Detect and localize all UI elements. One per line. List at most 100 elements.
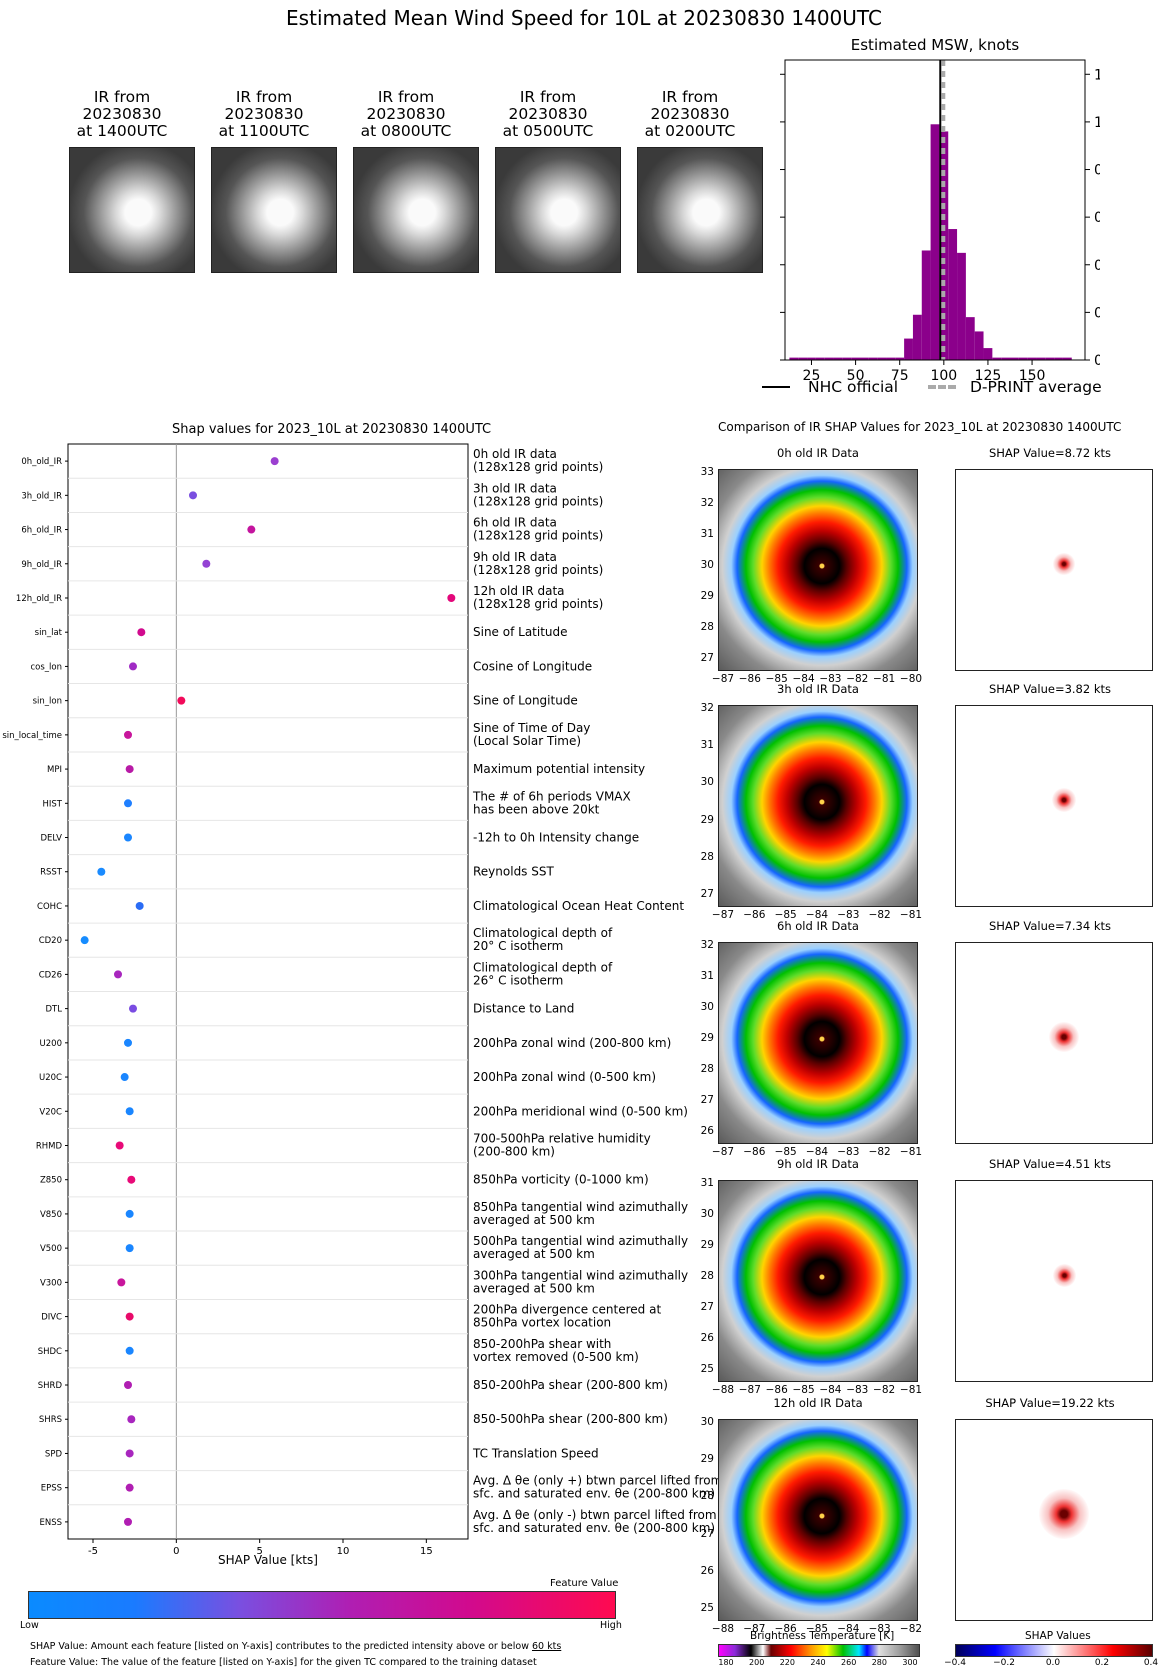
ir-lat-tick: 28 [700, 1490, 714, 1503]
feature-name-label: DELV [40, 834, 62, 844]
feature-name-label: RHMD [36, 1141, 63, 1151]
feature-name-label: MPI [47, 765, 62, 775]
ir-lat-tick: 27 [700, 1301, 714, 1313]
ir-lat-tick: 32 [700, 497, 714, 509]
histogram-bar [1018, 357, 1028, 360]
histogram-bar [1054, 357, 1063, 360]
ir-lon-tick: −80 [899, 673, 923, 685]
colorbar-low-label: Low [20, 1620, 39, 1631]
colorbar-high-label: High [600, 1620, 622, 1631]
ir-lat-tick: 32 [700, 702, 714, 714]
histogram-bar [807, 357, 816, 360]
ir-lat-tick: 29 [700, 813, 714, 826]
feature-description: Climatological Ocean Heat Content [473, 899, 684, 913]
shap-panel-title: SHAP Value=19.22 kts [985, 1396, 1115, 1410]
shap-point [125, 765, 134, 774]
shap-heatmap-image [955, 469, 1153, 671]
feature-description: Sine of Longitude [473, 694, 578, 708]
feature-description: 200hPa zonal wind (0-500 km) [473, 1070, 656, 1084]
feature-description-line2: has been above 20kt [473, 802, 600, 816]
ir-lat-tick: 32 [700, 939, 714, 951]
feature-description: 200hPa meridional wind (0-500 km) [473, 1104, 688, 1118]
ir-lon-tick: −82 [873, 1384, 896, 1396]
feature-description-line1: Avg. Δ θe (only +) btwn parcel lifted fr… [473, 1474, 720, 1488]
feature-description: 850-200hPa shear (200-800 km) [473, 1378, 668, 1392]
feature-description-line1: 500hPa tangential wind azimuthally [473, 1234, 688, 1248]
footnote-shap-text: SHAP Value: Amount each feature [listed … [30, 1641, 532, 1652]
shap-point [129, 662, 137, 671]
histogram-bar [992, 357, 1002, 360]
ir-thumbnail-label-line: at 0500UTC [502, 122, 594, 140]
feature-name-label: DTL [46, 1005, 63, 1015]
feature-name-label: 3h_old_IR [21, 491, 62, 501]
feature-description: -12h to 0h Intensity change [473, 831, 639, 845]
histogram-bar [824, 357, 834, 360]
feature-description-line1: The # of 6h periods VMAX [472, 789, 631, 803]
feature-name-label: cos_lon [30, 662, 62, 672]
histogram-bar [921, 250, 931, 360]
ir-lon-tick: −86 [743, 1146, 766, 1158]
ir-lat-tick: 31 [700, 739, 714, 752]
ir-lon-tick: −83 [819, 673, 842, 685]
feature-description-line2: averaged at 500 km [473, 1281, 595, 1295]
ir-lat-tick: 25 [700, 1363, 714, 1375]
ir-lon-tick: −82 [868, 909, 891, 921]
ir-lon-tick: −87 [711, 909, 735, 921]
nhc-legend-line [762, 386, 790, 388]
ir-thumbnail-label-line: 20230830 [508, 105, 588, 123]
bt-colorbar-title: Brightness Temperature [K] [750, 1630, 895, 1642]
feature-name-label: 12h_old_IR [16, 594, 62, 604]
ir-lat-tick: 30 [700, 559, 714, 571]
feature-colorbar-title: Feature Value [550, 1578, 619, 1589]
shap-point [124, 799, 132, 808]
ir-lat-tick: 27 [700, 888, 714, 900]
ir-lon-tick: −82 [846, 673, 869, 685]
shap-colorbar-tick: −0.4 [944, 1658, 966, 1668]
ir-lon-tick: −85 [792, 1384, 815, 1396]
shap-xlabel: SHAP Value [kts] [218, 1553, 318, 1567]
bt-colorbar-tick: 240 [810, 1658, 826, 1667]
ir-lon-tick: −81 [899, 1146, 923, 1158]
feature-description-line1: 200hPa divergence centered at [473, 1303, 661, 1317]
ir-lon-tick: −84 [837, 1623, 860, 1635]
ir-lon-tick: −84 [805, 909, 829, 921]
shap-point [135, 901, 144, 910]
ir-lat-tick: 26 [700, 1125, 714, 1137]
shap-point [124, 1038, 132, 1047]
x-tick-label: 15 [420, 1546, 433, 1557]
ir-lat-tick: 25 [700, 1602, 714, 1614]
ir-thumbnail-label-line: IR from [661, 88, 719, 106]
x-tick-label: 25 [803, 368, 821, 384]
feature-description-line1: Climatological depth of [473, 960, 613, 974]
feature-name-label: 0h_old_IR [21, 457, 62, 467]
footnote-feature: Feature Value: The value of the feature … [30, 1657, 537, 1668]
ir-thumbnail-image [211, 147, 337, 273]
ir-lat-tick: 28 [700, 621, 714, 633]
ir-lat-tick: 31 [700, 1177, 714, 1189]
feature-name-label: CD26 [39, 970, 62, 980]
feature-name-label: Z850 [40, 1176, 62, 1186]
shap-point [127, 1415, 136, 1424]
dprint-legend-label: D-PRINT average [970, 378, 1102, 396]
shap-colorbar-tick: 0.4 [1143, 1658, 1159, 1668]
ir-satellite-image [718, 942, 918, 1144]
shap-point [124, 833, 132, 842]
shap-point [125, 1107, 134, 1116]
ir-thumbnail-label: IR from 20230830 at 0800UTC [336, 89, 476, 140]
shap-point [80, 936, 89, 945]
bt-colorbar-tick: 260 [841, 1658, 857, 1667]
feature-name-label: SPD [45, 1449, 63, 1459]
feature-description: TC Translation Speed [472, 1446, 599, 1460]
feature-name-label: V500 [40, 1244, 62, 1254]
y-tick-label: 0.2 [1094, 305, 1100, 321]
ir-lon-tick: −85 [765, 673, 788, 685]
shap-point [129, 1004, 137, 1013]
shap-colorbar [955, 1644, 1153, 1657]
shap-hotspot [1039, 1489, 1089, 1539]
histogram-bar [965, 317, 975, 360]
nhc-legend-label: NHC official [808, 378, 899, 396]
feature-description-line1: 0h old IR data [473, 447, 557, 461]
histogram-bar [877, 357, 887, 360]
y-tick-label: 0.8 [1094, 163, 1100, 179]
ir-satellite-image [718, 1180, 918, 1382]
